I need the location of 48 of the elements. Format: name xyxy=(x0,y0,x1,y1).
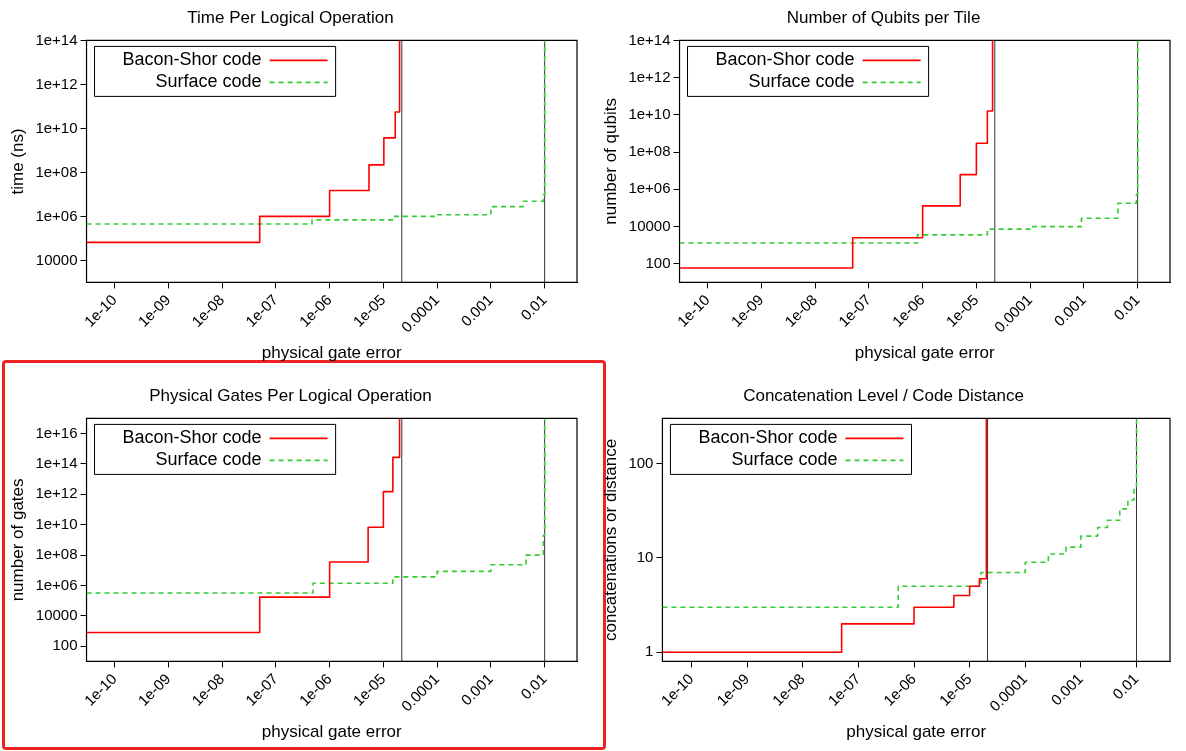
chart-title: Concatenation Level / Code Distance xyxy=(743,385,1024,405)
x-axis-title: physical gate error xyxy=(261,343,403,363)
x-axis-title: physical gate error xyxy=(261,722,403,742)
x-tick-label: 0.01 xyxy=(1110,290,1143,324)
y-tick-label: 1e+14 xyxy=(35,454,78,472)
legend-label: Surface code xyxy=(748,71,855,92)
y-tick-label: 1e+16 xyxy=(35,423,78,441)
y-tick-label: 1 xyxy=(645,642,654,660)
y-tick-label: 100 xyxy=(52,636,78,654)
y-tick-label: 1e+10 xyxy=(35,118,78,136)
legend-label: Bacon-Shor code xyxy=(698,427,838,448)
x-axis-title: physical gate error xyxy=(846,722,987,742)
chart-title: Physical Gates Per Logical Operation xyxy=(149,385,432,405)
y-tick-label: 1e+06 xyxy=(35,206,78,224)
y-tick-label: 1e+06 xyxy=(35,575,78,593)
x-axis-title: physical gate error xyxy=(854,343,996,363)
y-axis-title: number of qubits xyxy=(600,98,620,225)
y-tick-label: 10000 xyxy=(35,606,78,623)
legend-label: Surface code xyxy=(155,449,262,470)
y-tick-label: 100 xyxy=(645,253,671,271)
y-tick-label: 10 xyxy=(636,548,654,566)
y-tick-label: 1e+10 xyxy=(628,105,671,123)
legend-label: Bacon-Shor code xyxy=(122,49,262,70)
y-tick-label: 10000 xyxy=(628,216,671,234)
y-axis-title: time (ns) xyxy=(7,128,27,195)
y-tick-label: 1e+06 xyxy=(628,179,671,197)
x-tick-label: 0.01 xyxy=(1108,669,1142,703)
legend-label: Bacon-Shor code xyxy=(122,427,262,448)
legend-label: Surface code xyxy=(155,71,262,92)
y-tick-label: 1e+08 xyxy=(35,545,78,563)
y-tick-label: 1e+12 xyxy=(628,67,671,85)
y-tick-label: 1e+10 xyxy=(35,514,78,532)
y-tick-label: 10000 xyxy=(35,250,78,268)
chart-title: Time Per Logical Operation xyxy=(187,7,394,27)
y-tick-label: 1e+12 xyxy=(35,484,78,502)
y-axis-title: number of gates xyxy=(7,478,27,602)
y-tick-label: 1e+14 xyxy=(628,30,671,48)
x-tick-label: 0.01 xyxy=(517,669,550,703)
chart-title: Number of Qubits per Tile xyxy=(786,7,981,27)
legend-label: Bacon-Shor code xyxy=(715,49,855,70)
y-tick-label: 1e+14 xyxy=(35,30,78,48)
legend-label: Surface code xyxy=(731,449,838,470)
y-tick-label: 100 xyxy=(628,453,654,471)
x-tick-label: 0.01 xyxy=(517,290,550,324)
y-tick-label: 1e+08 xyxy=(628,142,671,160)
y-axis-title: concatenations or distance xyxy=(600,438,620,642)
y-tick-label: 1e+12 xyxy=(35,74,78,92)
y-tick-label: 1e+08 xyxy=(35,162,78,180)
